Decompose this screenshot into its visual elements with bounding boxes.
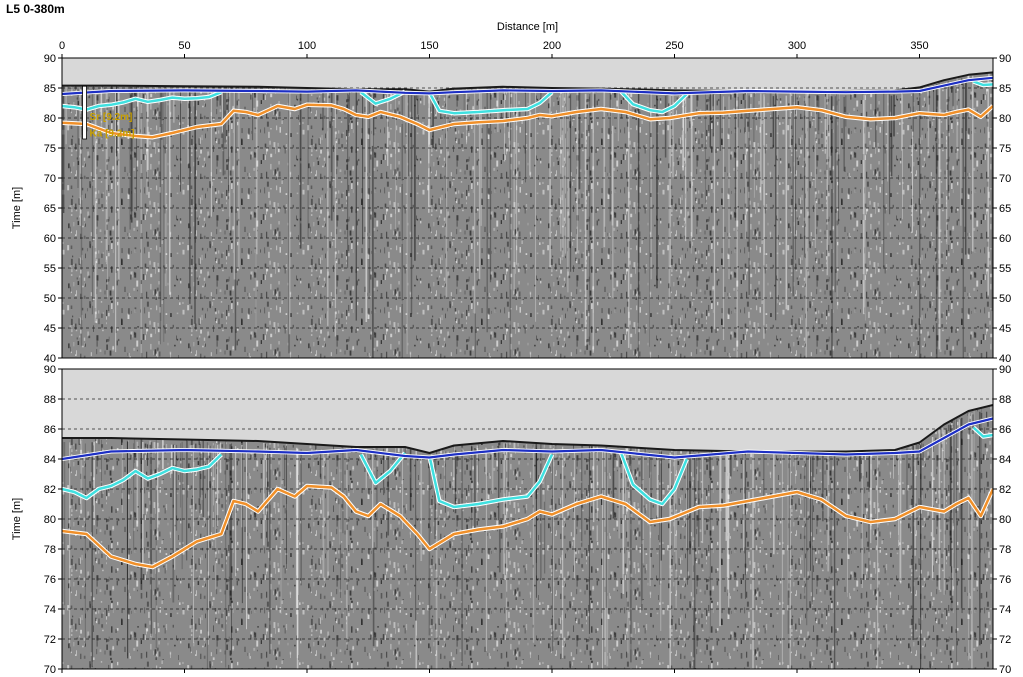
- y-tick-label: 45: [44, 323, 56, 335]
- y-tick-label: 78: [44, 544, 56, 556]
- radargram-texture: [62, 72, 993, 358]
- y-tick-label-right: 88: [999, 394, 1011, 406]
- y-tick-label-right: 76: [999, 574, 1011, 586]
- cyan-horizon-line: [360, 90, 406, 105]
- y-tick-label-right: 65: [999, 203, 1011, 215]
- y-tick-label: 76: [44, 574, 56, 586]
- cyan-horizon-line: [619, 451, 688, 506]
- cyan-horizon-line: [972, 426, 993, 438]
- y-tick-label: 40: [44, 353, 56, 365]
- orange-horizon-line: [62, 484, 993, 569]
- x-tick-label: 350: [910, 40, 928, 52]
- well-marker: [82, 85, 87, 140]
- y-tick-label-right: 60: [999, 233, 1011, 245]
- cyan-horizon-line: [972, 80, 993, 87]
- x-tick-label: 300: [788, 40, 806, 52]
- y-tick-label: 70: [44, 173, 56, 185]
- y-tick-label-right: 74: [999, 604, 1011, 616]
- y-tick-label: 80: [44, 514, 56, 526]
- y-tick-label: 90: [44, 364, 56, 376]
- x-axis-title: Distance [m]: [497, 21, 558, 33]
- surface-line: [62, 404, 993, 454]
- cyan-horizon-line: [428, 91, 553, 115]
- y-tick-label: 88: [44, 394, 56, 406]
- cyan-horizon-line: [62, 453, 223, 500]
- y-tick-label: 86: [44, 424, 56, 436]
- y-axis-title: Time [m]: [11, 498, 23, 540]
- blue-horizon-line: [62, 76, 993, 96]
- cyan-horizon-line: [359, 452, 406, 485]
- y-tick-label-right: 90: [999, 364, 1011, 376]
- y-tick-label-right: 82: [999, 484, 1011, 496]
- y-tick-label-right: 78: [999, 544, 1011, 556]
- panel-upper-plot-area: Sr [9.2m] Ka [9.2m]: [62, 58, 993, 358]
- x-tick-label: 200: [543, 40, 561, 52]
- x-tick-label: 50: [178, 40, 190, 52]
- y-tick-label: 90: [44, 53, 56, 65]
- x-tick-label: 250: [665, 40, 683, 52]
- y-tick-label-right: 70: [999, 173, 1011, 185]
- y-tick-label-right: 55: [999, 263, 1011, 275]
- y-tick-label: 72: [44, 634, 56, 646]
- cyan-horizon-line: [428, 453, 554, 509]
- surface-line: [62, 71, 993, 93]
- y-tick-label-right: 85: [999, 83, 1011, 95]
- well-label-ka: Ka [9.2m]: [90, 129, 135, 140]
- well-label-sr: Sr [9.2m]: [90, 112, 133, 123]
- y-tick-label-right: 90: [999, 53, 1011, 65]
- y-tick-label-right: 40: [999, 353, 1011, 365]
- y-tick-label-right: 84: [999, 454, 1011, 466]
- panel-lower: 70 70 72 72 74 74 76 76 78 78 80 80 82 82 84 84 86 86 88 88…: [11, 364, 1011, 676]
- page-title: L5 0-380m: [6, 2, 65, 16]
- panel-upper: Sr [9.2m] Ka [9.2m] 40 40 45 45 50 50 55 55 60 60 65…: [11, 21, 1011, 365]
- blue-horizon-line: [62, 417, 993, 461]
- panel-lower-plot-area: [62, 369, 993, 669]
- y-tick-label: 65: [44, 203, 56, 215]
- y-tick-label-right: 80: [999, 514, 1011, 526]
- y-tick-label-right: 50: [999, 293, 1011, 305]
- x-tick-label: 150: [420, 40, 438, 52]
- cyan-horizon-line: [619, 90, 688, 114]
- y-tick-label-right: 80: [999, 113, 1011, 125]
- y-tick-label-right: 45: [999, 323, 1011, 335]
- y-tick-label: 55: [44, 263, 56, 275]
- x-tick-label: 0: [59, 40, 65, 52]
- y-tick-label-right: 75: [999, 143, 1011, 155]
- y-tick-label: 60: [44, 233, 56, 245]
- y-tick-label: 74: [44, 604, 56, 616]
- y-tick-label: 75: [44, 143, 56, 155]
- y-tick-label: 85: [44, 83, 56, 95]
- y-axis-title: Time [m]: [11, 187, 23, 229]
- y-tick-label: 84: [44, 454, 56, 466]
- y-tick-label-right: 70: [999, 664, 1011, 676]
- x-tick-label: 100: [298, 40, 316, 52]
- y-tick-label: 82: [44, 484, 56, 496]
- y-tick-label-right: 72: [999, 634, 1011, 646]
- orange-horizon-line: [62, 103, 993, 139]
- cyan-horizon-line: [62, 91, 222, 111]
- y-tick-label: 50: [44, 293, 56, 305]
- y-tick-label: 80: [44, 113, 56, 125]
- y-tick-label: 70: [44, 664, 56, 676]
- radargram-texture: [62, 405, 993, 669]
- y-tick-label-right: 86: [999, 424, 1011, 436]
